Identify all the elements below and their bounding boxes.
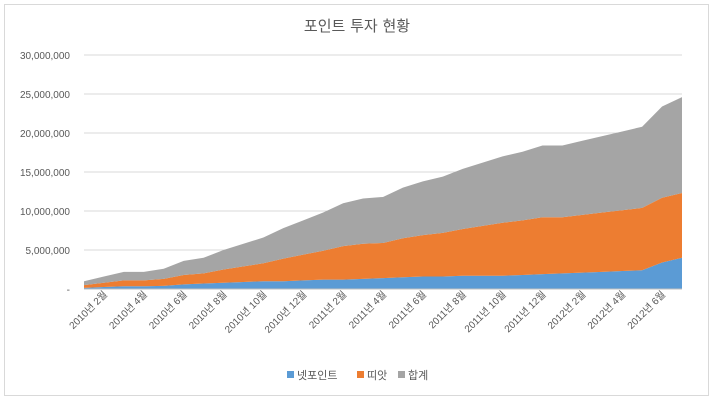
x-tick-label: 2011년 12월: [502, 289, 549, 336]
x-tick-label: 2010년 8월: [187, 289, 230, 332]
y-tick-label: 5,000,000: [26, 246, 71, 257]
area-series-1: [84, 257, 682, 289]
area-series-3: [84, 97, 682, 286]
legend-swatch: [287, 371, 294, 378]
x-tick-label: 2010년 2월: [67, 289, 110, 332]
y-tick-label: 20,000,000: [20, 129, 70, 140]
x-tick-label: 2010년 12월: [262, 289, 309, 336]
x-tick-label: 2012년 4월: [585, 289, 628, 332]
x-tick-label: 2012년 6월: [625, 289, 668, 332]
legend-swatch: [357, 371, 364, 378]
chart-title: 포인트 투자 현황: [304, 17, 410, 35]
legend-swatch: [398, 371, 405, 378]
legend: 넷포인트 띠앗 합계: [287, 369, 428, 382]
y-tick-label: 15,000,000: [20, 168, 70, 179]
x-tick-label: 2010년 4월: [107, 289, 150, 332]
legend-label: 띠앗: [367, 369, 387, 382]
y-tick-label: 10,000,000: [20, 207, 70, 218]
area-series-2: [84, 193, 682, 288]
x-tick-label: 2010년 6월: [147, 289, 190, 332]
x-tick-label: 2011년 2월: [307, 289, 350, 332]
y-tick-label: 30,000,000: [20, 51, 70, 62]
x-tick-label: 2011년 4월: [347, 289, 390, 332]
x-tick-label: 2012년 2월: [545, 289, 588, 332]
x-tick-label: 2011년 6월: [386, 289, 429, 332]
x-tick-label: 2011년 10월: [462, 289, 509, 336]
areas: [84, 97, 682, 289]
x-tick-label: 2011년 8월: [426, 289, 469, 332]
legend-label: 합계: [408, 369, 428, 382]
y-tick-label: 25,000,000: [20, 90, 70, 101]
y-tick-label: -: [67, 285, 70, 296]
y-axis-ticks: - 5,000,000 10,000,000 15,000,000 20,000,000…: [20, 51, 70, 296]
legend-label: 넷포인트: [297, 369, 337, 382]
